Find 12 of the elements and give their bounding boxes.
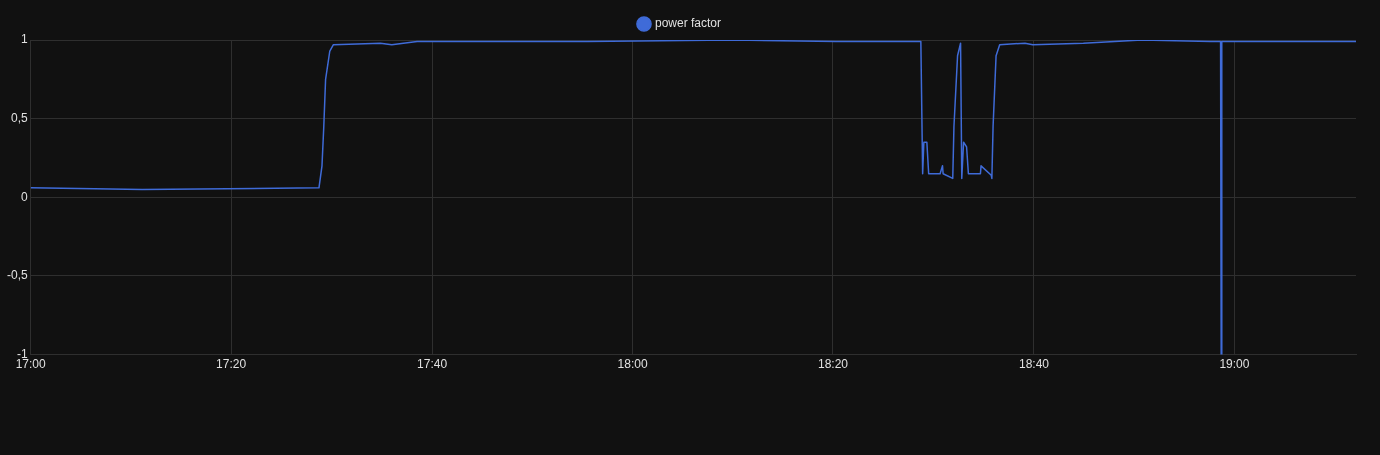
legend-label: power factor: [654, 16, 722, 31]
x-tick-label: 17:00: [15, 357, 47, 372]
y-tick-label: -0,5: [6, 268, 28, 283]
x-tick-label: 17:40: [417, 357, 448, 372]
x-tick-label: 18:20: [817, 357, 849, 372]
x-tick-label: 18:40: [1018, 357, 1050, 372]
x-tick-label: 18:00: [617, 357, 648, 372]
y-tick-label: 0,5: [10, 110, 28, 125]
y-tick-label: 1: [20, 32, 28, 47]
x-tick-label: 17:20: [216, 357, 247, 372]
y-tick-label: 0: [20, 189, 28, 204]
x-tick-label: 19:00: [1219, 357, 1250, 372]
